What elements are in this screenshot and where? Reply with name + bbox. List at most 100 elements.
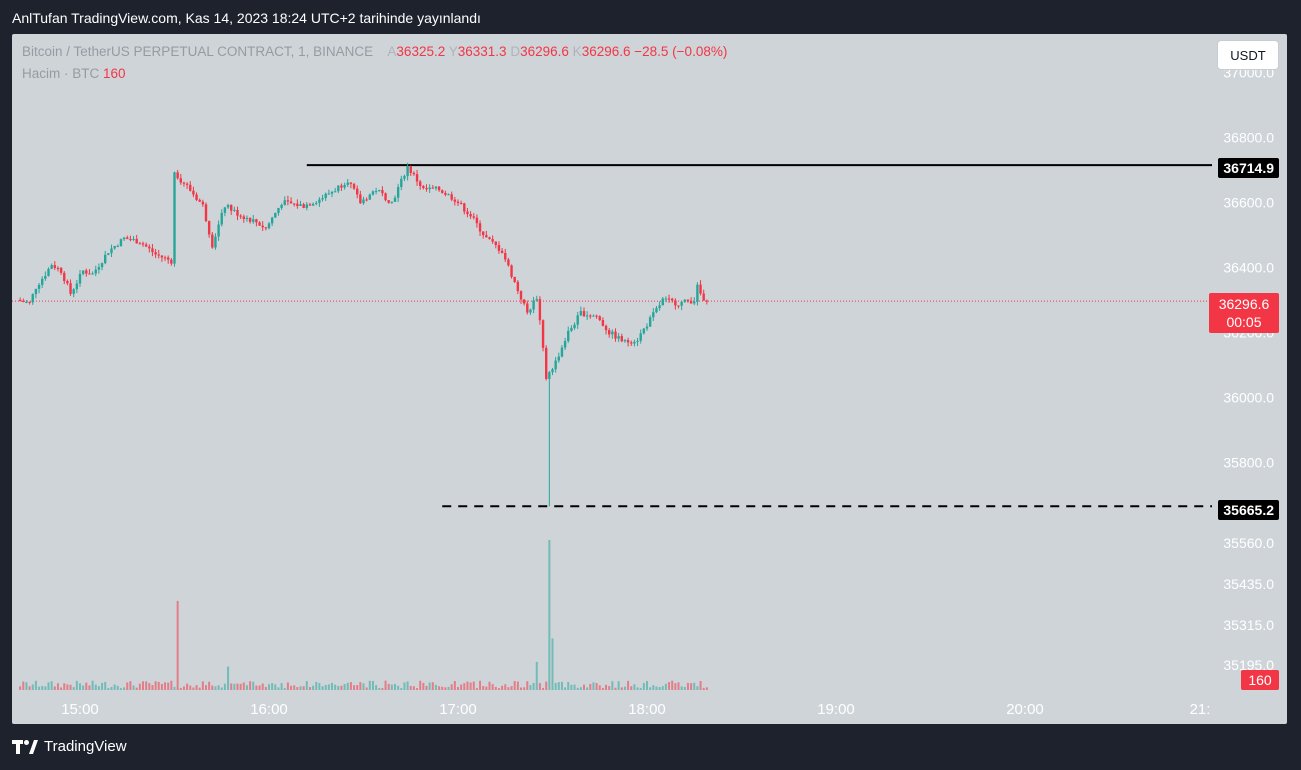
price-axis-label: 36800.0 — [1223, 130, 1274, 146]
volume-bar — [308, 687, 311, 690]
volume-bar — [208, 681, 211, 690]
candle-body — [529, 309, 532, 313]
volume-bar — [614, 687, 617, 690]
candle-body — [18, 300, 22, 301]
currency-button[interactable]: USDT — [1217, 40, 1279, 70]
candle-body — [437, 186, 441, 191]
volume-bar — [526, 681, 529, 690]
volume-bar — [110, 687, 113, 690]
chart-pane[interactable]: 37000.036800.036600.036400.036200.036000… — [12, 34, 1287, 724]
volume-label[interactable]: Hacim · BTC — [22, 66, 100, 81]
candle-body — [560, 347, 564, 357]
candle-body — [541, 320, 545, 348]
volume-bar — [668, 682, 671, 690]
high-label: Y — [448, 44, 458, 59]
volume-bar — [702, 687, 705, 690]
candle-body — [252, 219, 255, 222]
volume-bar — [482, 686, 485, 690]
candle-body — [318, 199, 321, 203]
volume-bar — [331, 682, 333, 690]
resistance-price-tag: 36714.9 — [1218, 158, 1279, 178]
candle-body — [37, 284, 41, 289]
volume-bar — [390, 684, 393, 690]
volume-bar — [88, 685, 91, 690]
candle-body — [72, 289, 75, 294]
volume-bar — [286, 682, 289, 690]
volume-bar — [334, 684, 337, 690]
volume-bar — [447, 686, 450, 690]
volume-bar — [469, 682, 472, 690]
symbol-title[interactable]: Bitcoin / TetherUS PERPETUAL CONTRACT, 1… — [22, 44, 374, 59]
volume-bar — [214, 686, 217, 690]
candle-body — [356, 188, 359, 195]
candle-body — [478, 223, 482, 232]
volume-bar — [592, 682, 595, 690]
candle-body — [349, 182, 353, 184]
candle-body — [75, 283, 79, 290]
volume-bar — [655, 686, 658, 690]
candle-body — [226, 204, 230, 208]
candle-body — [299, 204, 302, 206]
candle-body — [532, 300, 535, 310]
volume-bar — [567, 681, 570, 690]
volume-bar — [529, 685, 532, 690]
candle-body — [535, 299, 538, 301]
candle-body — [374, 191, 378, 193]
candle-body — [53, 265, 56, 268]
volume-bar — [157, 681, 160, 690]
candle-body — [308, 204, 312, 206]
volume-bar — [186, 683, 189, 690]
volume-bar — [211, 685, 214, 690]
candle-body — [157, 254, 160, 256]
volume-bar — [280, 683, 283, 690]
volume-bar — [551, 638, 554, 690]
volume-bar — [497, 688, 500, 690]
volume-bar — [72, 687, 75, 690]
volume-bar — [690, 683, 693, 690]
price-axis-label: 35315.0 — [1223, 617, 1274, 633]
candle-body — [173, 172, 176, 264]
volume-bar — [227, 666, 230, 690]
volume-bar — [239, 683, 242, 690]
candle-body — [255, 219, 258, 223]
candle-body — [333, 191, 337, 193]
candle-body — [302, 204, 305, 208]
candle-body — [352, 183, 356, 189]
volume-bar — [523, 687, 526, 690]
open-label: A — [387, 44, 397, 59]
candle-body — [346, 182, 349, 185]
candle-body — [315, 202, 318, 204]
candle-body — [233, 209, 236, 211]
volume-bar — [545, 681, 548, 690]
volume-bar — [25, 682, 28, 690]
volume-bar — [264, 686, 267, 690]
candle-body — [94, 269, 97, 274]
candle-body — [658, 305, 661, 309]
volume-bar — [535, 661, 538, 690]
volume-bar — [340, 685, 343, 690]
volume-bar — [601, 687, 604, 690]
volume-bar — [145, 681, 148, 690]
volume-bar — [412, 686, 415, 690]
candle-body — [239, 215, 242, 217]
volume-bar — [189, 685, 192, 690]
candle-body — [85, 270, 88, 274]
candle-body — [466, 211, 469, 215]
candle-body — [674, 300, 677, 306]
volume-bar — [283, 688, 286, 690]
candle-body — [497, 245, 501, 251]
candle-body — [129, 239, 132, 241]
volume-bar — [463, 683, 466, 690]
candle-body — [415, 174, 419, 182]
candle-body — [475, 217, 479, 224]
tradingview-footer[interactable]: TradingView — [12, 738, 127, 755]
volume-bar — [510, 686, 513, 690]
candle-body — [642, 328, 646, 334]
volume-bar — [573, 684, 576, 690]
candlestick-chart[interactable]: 37000.036800.036600.036400.036200.036000… — [12, 34, 1287, 724]
volume-bar — [586, 687, 589, 690]
candle-body — [661, 298, 664, 306]
candle-body — [611, 331, 614, 335]
candle-body — [223, 207, 227, 213]
volume-bar — [664, 683, 667, 690]
